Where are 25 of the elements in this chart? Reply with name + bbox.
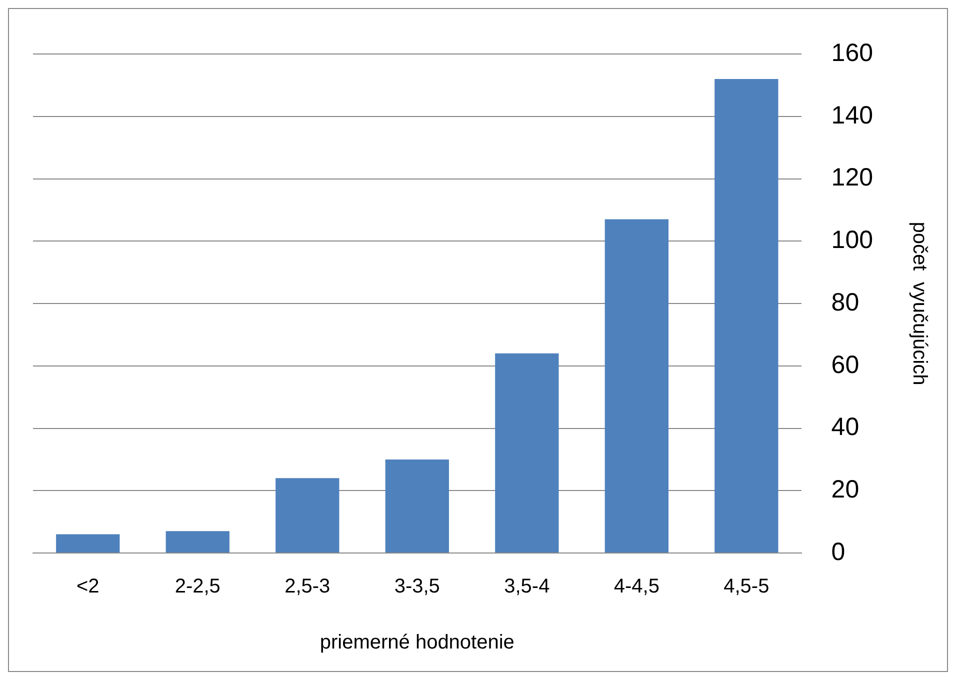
bar <box>276 478 340 552</box>
bar <box>714 78 778 552</box>
y-tick-label: 120 <box>831 164 874 192</box>
x-tick-label: <2 <box>76 576 100 598</box>
y-tick-label: 60 <box>831 350 860 379</box>
y-tick-label: 0 <box>831 538 846 566</box>
bar <box>385 459 449 552</box>
bar <box>56 534 120 552</box>
x-tick-label: 4,5-5 <box>724 576 770 598</box>
y-tick-label: 80 <box>831 288 860 316</box>
x-axis-title: priemerné hodnotenie <box>320 632 514 654</box>
bar <box>166 531 230 552</box>
y-tick-label: 160 <box>831 38 874 67</box>
y-tick-label: 40 <box>831 413 860 442</box>
x-tick-label: 2-2,5 <box>174 576 220 598</box>
y-tick-label: 140 <box>831 101 874 130</box>
y-axis-title: počet vyučujúcich <box>908 222 930 386</box>
y-tick-label: 100 <box>831 226 874 254</box>
bar <box>604 219 668 552</box>
x-tick-label: 2,5-3 <box>284 576 330 598</box>
bar <box>495 353 559 552</box>
x-tick-label: 3-3,5 <box>394 576 440 598</box>
x-tick-label: 4-4,5 <box>614 576 660 598</box>
x-tick-label: 3,5-4 <box>504 576 550 598</box>
y-tick-label: 20 <box>831 476 860 504</box>
